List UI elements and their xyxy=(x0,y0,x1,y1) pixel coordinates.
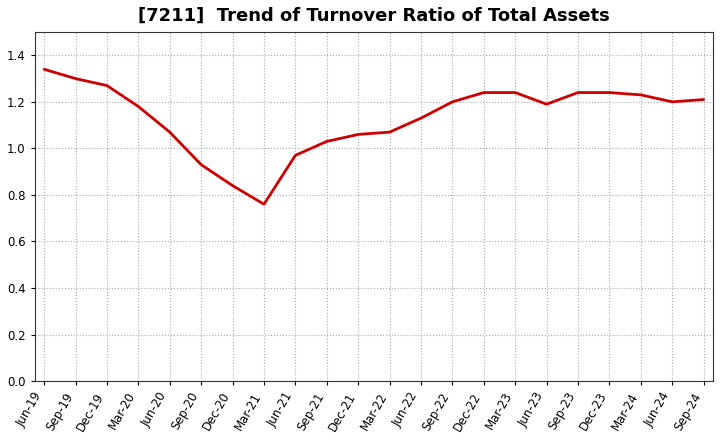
Title: [7211]  Trend of Turnover Ratio of Total Assets: [7211] Trend of Turnover Ratio of Total … xyxy=(138,7,610,25)
